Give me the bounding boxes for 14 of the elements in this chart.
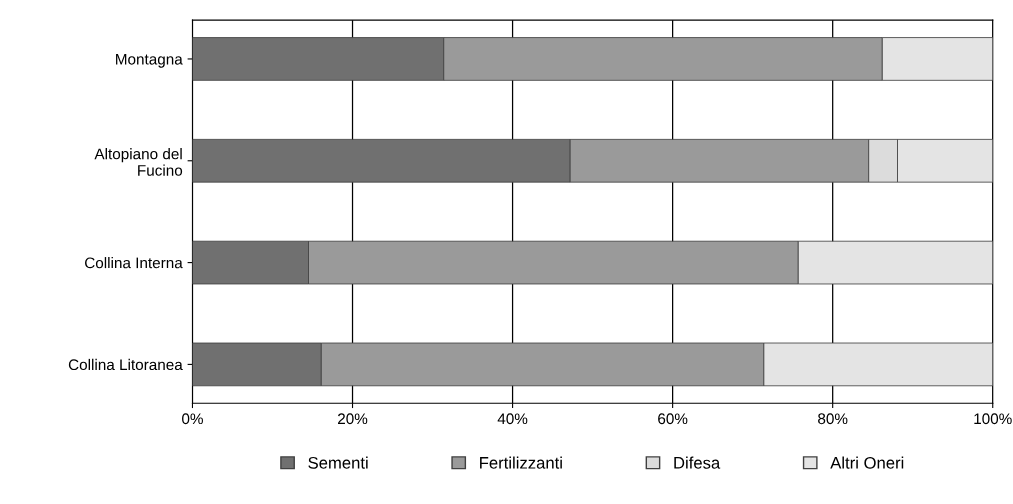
y-tick-label: Collina Litoranea bbox=[68, 358, 183, 371]
x-tick-label: 60% bbox=[658, 413, 688, 425]
legend-label: Fertilizzanti bbox=[480, 456, 562, 469]
x-tick-label: 0% bbox=[182, 413, 203, 425]
x-tick-label: 80% bbox=[818, 413, 848, 425]
x-tick-label: 40% bbox=[497, 413, 528, 425]
y-tick-label: Montagna bbox=[116, 53, 183, 68]
y-tick-label: Altopiano del Fucino bbox=[94, 148, 183, 176]
legend-label: Sementi bbox=[308, 456, 368, 469]
x-tick-label: 100% bbox=[974, 413, 1012, 425]
legend-label: Altri Oneri bbox=[830, 456, 904, 469]
legend-label: Difesa bbox=[674, 456, 721, 469]
y-tick-label: Collina Interna bbox=[85, 257, 183, 269]
x-tick-label: 20% bbox=[338, 413, 368, 425]
